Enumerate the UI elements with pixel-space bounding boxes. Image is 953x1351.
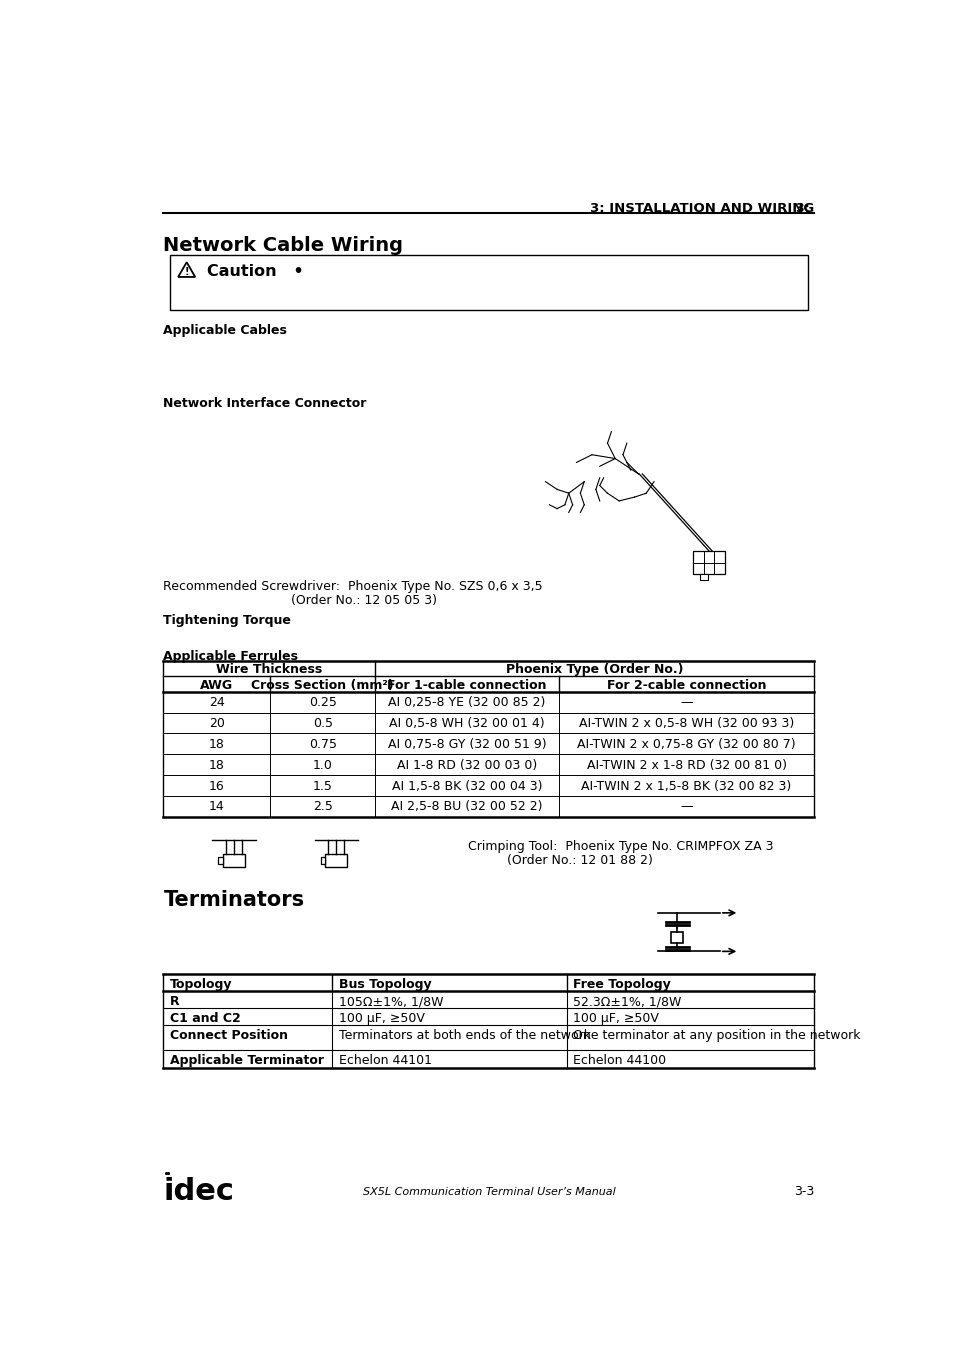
Text: 3-3: 3-3 bbox=[793, 1185, 814, 1198]
Text: Tightening Torque: Tightening Torque bbox=[163, 615, 291, 627]
Bar bbox=[670, 932, 682, 943]
Text: AI 0,5-8 WH (32 00 01 4): AI 0,5-8 WH (32 00 01 4) bbox=[389, 717, 544, 731]
Text: 3: INSTALLATION AND WIRING: 3: INSTALLATION AND WIRING bbox=[590, 203, 814, 215]
Bar bbox=[218, 857, 223, 865]
Text: C1 and C2: C1 and C2 bbox=[170, 1012, 240, 1025]
Text: Cross Section (mm²): Cross Section (mm²) bbox=[251, 678, 394, 692]
Bar bbox=[692, 551, 724, 574]
Text: AI 0,75-8 GY (32 00 51 9): AI 0,75-8 GY (32 00 51 9) bbox=[387, 738, 545, 751]
Text: Connect Position: Connect Position bbox=[170, 1029, 287, 1042]
Text: 14: 14 bbox=[209, 800, 225, 813]
Text: Terminators at both ends of the network: Terminators at both ends of the network bbox=[338, 1029, 590, 1042]
Text: AI 2,5-8 BU (32 00 52 2): AI 2,5-8 BU (32 00 52 2) bbox=[391, 800, 542, 813]
Text: R: R bbox=[170, 996, 179, 1008]
Text: 100 μF, ≥50V: 100 μF, ≥50V bbox=[573, 1012, 659, 1025]
Text: AWG: AWG bbox=[200, 678, 233, 692]
Text: Topology: Topology bbox=[170, 978, 232, 990]
Text: (Order No.: 12 01 88 2): (Order No.: 12 01 88 2) bbox=[506, 854, 652, 866]
Bar bbox=[223, 854, 245, 867]
Text: Phoenix Type (Order No.): Phoenix Type (Order No.) bbox=[505, 663, 682, 677]
Text: Terminators: Terminators bbox=[163, 890, 304, 909]
Text: 20: 20 bbox=[209, 717, 225, 731]
Text: Network Cable Wiring: Network Cable Wiring bbox=[163, 236, 403, 255]
Bar bbox=[170, 254, 807, 309]
Text: 0.25: 0.25 bbox=[309, 697, 336, 709]
Text: —: — bbox=[679, 800, 692, 813]
Text: —: — bbox=[679, 697, 692, 709]
Bar bbox=[320, 857, 325, 865]
Text: Applicable Terminator: Applicable Terminator bbox=[170, 1054, 323, 1067]
Text: 24: 24 bbox=[209, 697, 225, 709]
Text: 3:: 3: bbox=[796, 203, 814, 215]
Text: !: ! bbox=[184, 267, 189, 277]
Bar bbox=[325, 854, 347, 867]
Text: SX5L Communication Terminal User’s Manual: SX5L Communication Terminal User’s Manua… bbox=[362, 1186, 615, 1197]
Text: AI-TWIN 2 x 1-8 RD (32 00 81 0): AI-TWIN 2 x 1-8 RD (32 00 81 0) bbox=[586, 759, 785, 771]
Text: Caution   •: Caution • bbox=[207, 263, 303, 278]
Text: 18: 18 bbox=[209, 738, 225, 751]
Text: 105Ω±1%, 1/8W: 105Ω±1%, 1/8W bbox=[338, 996, 442, 1008]
Text: For 1-cable connection: For 1-cable connection bbox=[387, 678, 546, 692]
Text: AI 0,25-8 YE (32 00 85 2): AI 0,25-8 YE (32 00 85 2) bbox=[388, 697, 545, 709]
Text: Applicable Ferrules: Applicable Ferrules bbox=[163, 650, 298, 662]
Text: AI-TWIN 2 x 0,5-8 WH (32 00 93 3): AI-TWIN 2 x 0,5-8 WH (32 00 93 3) bbox=[578, 717, 793, 731]
Text: Applicable Cables: Applicable Cables bbox=[163, 324, 287, 336]
Text: For 2-cable connection: For 2-cable connection bbox=[606, 678, 765, 692]
Text: 16: 16 bbox=[209, 780, 225, 793]
Text: AI-TWIN 2 x 1,5-8 BK (32 00 82 3): AI-TWIN 2 x 1,5-8 BK (32 00 82 3) bbox=[580, 780, 791, 793]
Text: Free Topology: Free Topology bbox=[573, 978, 671, 990]
Text: (Order No.: 12 05 05 3): (Order No.: 12 05 05 3) bbox=[291, 594, 436, 607]
Text: AI 1-8 RD (32 00 03 0): AI 1-8 RD (32 00 03 0) bbox=[396, 759, 537, 771]
Text: 18: 18 bbox=[209, 759, 225, 771]
Text: AI-TWIN 2 x 0,75-8 GY (32 00 80 7): AI-TWIN 2 x 0,75-8 GY (32 00 80 7) bbox=[577, 738, 795, 751]
Text: Echelon 44101: Echelon 44101 bbox=[338, 1054, 431, 1067]
Text: 0.5: 0.5 bbox=[313, 717, 333, 731]
Text: Crimping Tool:  Phoenix Type No. CRIMPFOX ZA 3: Crimping Tool: Phoenix Type No. CRIMPFOX… bbox=[468, 840, 773, 852]
Text: Wire Thickness: Wire Thickness bbox=[216, 663, 322, 677]
Text: 1.5: 1.5 bbox=[313, 780, 333, 793]
Text: Echelon 44100: Echelon 44100 bbox=[573, 1054, 666, 1067]
Text: 1.0: 1.0 bbox=[313, 759, 333, 771]
Text: 0.75: 0.75 bbox=[309, 738, 336, 751]
Text: idec: idec bbox=[163, 1177, 234, 1206]
Text: AI 1,5-8 BK (32 00 04 3): AI 1,5-8 BK (32 00 04 3) bbox=[391, 780, 541, 793]
Text: Bus Topology: Bus Topology bbox=[338, 978, 431, 990]
Text: Recommended Screwdriver:  Phoenix Type No. SZS 0,6 x 3,5: Recommended Screwdriver: Phoenix Type No… bbox=[163, 580, 542, 593]
Text: Network Interface Connector: Network Interface Connector bbox=[163, 397, 366, 409]
Text: 100 μF, ≥50V: 100 μF, ≥50V bbox=[338, 1012, 424, 1025]
Text: 52.3Ω±1%, 1/8W: 52.3Ω±1%, 1/8W bbox=[573, 996, 681, 1008]
Bar bbox=[700, 574, 707, 580]
Text: 2.5: 2.5 bbox=[313, 800, 333, 813]
Text: One terminator at any position in the network: One terminator at any position in the ne… bbox=[573, 1029, 860, 1042]
